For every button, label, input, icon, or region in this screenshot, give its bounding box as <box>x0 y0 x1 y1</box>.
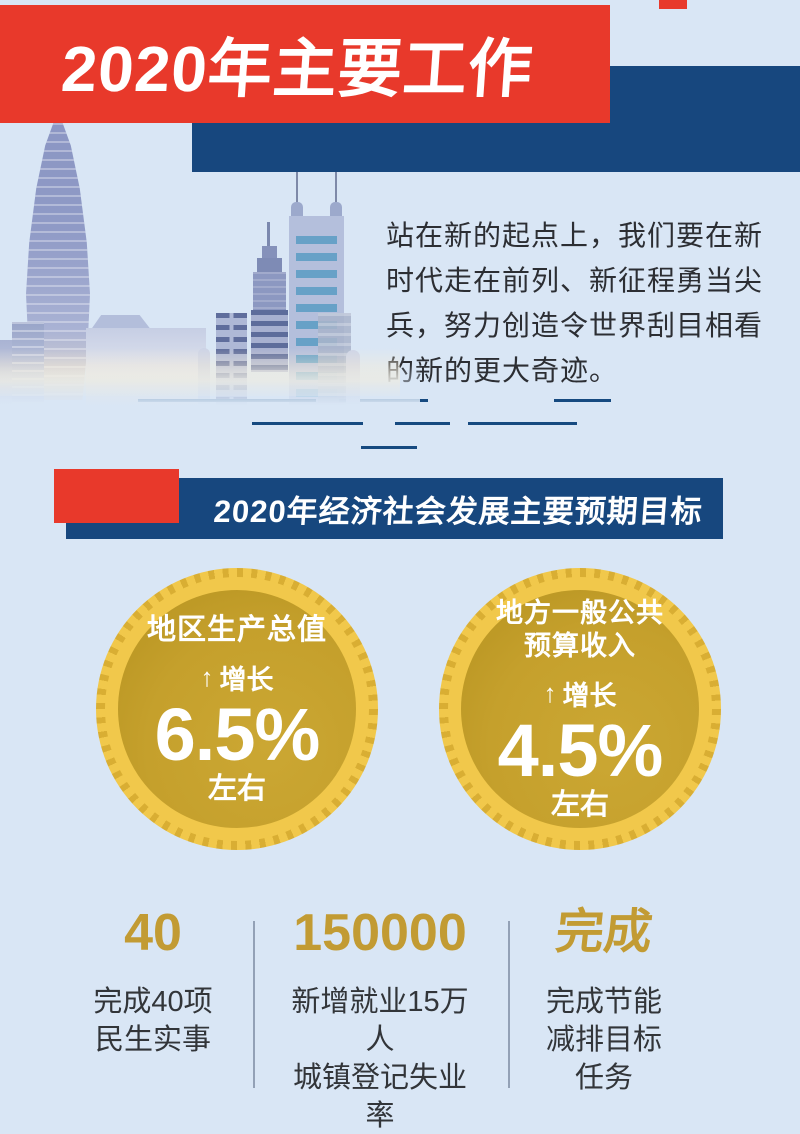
stat-lines: 完成40项 民生实事 <box>63 983 243 1059</box>
tower-cap <box>330 202 342 218</box>
section-title: 2020年经济社会发展主要预期目标 <box>212 494 704 529</box>
stat-lines: 新增就业15万人 城镇登记失业率 控制在3%以内 <box>279 983 481 1134</box>
coin-budget-revenue-target: 地方一般公共 预算收入 ↑ 增长 4.5% 左右 <box>439 568 721 850</box>
tower-cap <box>291 202 303 218</box>
coin-growth-row: ↑ 增长 <box>201 658 274 697</box>
stat-number: 40 <box>124 904 182 962</box>
water-line <box>252 422 363 425</box>
title-banner: 2020年主要工作 <box>0 5 610 123</box>
stat-number: 完成 <box>553 906 655 959</box>
building-roof-shape <box>90 315 152 331</box>
stat-lines: 完成节能 减排目标 任务 <box>514 983 694 1097</box>
coin-title: 预算收入 <box>524 631 636 661</box>
coin-value: 4.5% <box>497 709 664 792</box>
skyline-fade <box>0 365 420 410</box>
stat-divider <box>508 921 510 1088</box>
stat-livelihood-projects: 40 完成40项 民生实事 <box>63 905 243 1059</box>
water-line <box>468 422 577 425</box>
coin-qualifier: 左右 <box>207 773 266 805</box>
tower-upper-body <box>253 272 286 310</box>
intro-paragraph: 站在新的起点上，我们要在新 时代走在前列、新征程勇当尖 兵，努力创造令世界刮目相… <box>386 213 776 393</box>
coin-qualifier: 左右 <box>550 789 609 821</box>
coin-growth-row: ↑ 增长 <box>544 674 617 713</box>
page-title: 2020年主要工作 <box>59 33 536 105</box>
intro-line: 站在新的起点上，我们要在新 <box>386 220 764 251</box>
city-skyline-illustration <box>0 110 420 410</box>
coin-gdp-target: 地区生产总值 ↑ 增长 6.5% 左右 <box>96 568 378 850</box>
tower-crown-step <box>262 246 277 258</box>
red-accent-block <box>54 469 179 523</box>
stat-line: 任务 <box>574 1062 633 1094</box>
coin-face: 地方一般公共 预算收入 ↑ 增长 4.5% 左右 <box>461 590 699 828</box>
stat-line: 减排目标 <box>545 1024 662 1056</box>
water-line <box>361 446 417 449</box>
coin-title: 地方一般公共 <box>496 598 664 628</box>
red-square-decoration <box>659 0 687 9</box>
stat-line: 完成节能 <box>545 986 662 1018</box>
up-arrow-icon: ↑ <box>200 662 214 692</box>
stat-line: 新增就业15万人 <box>291 986 469 1056</box>
coin-face: 地区生产总值 ↑ 增长 6.5% 左右 <box>118 590 356 828</box>
water-line <box>395 422 450 425</box>
intro-line: 兵，努力创造令世界刮目相看 <box>386 310 764 341</box>
tower-crown-step <box>257 258 282 272</box>
growth-label: 增长 <box>219 665 274 695</box>
stat-divider <box>253 921 255 1088</box>
stat-line: 民生实事 <box>94 1024 211 1056</box>
intro-line: 的新的更大奇迹。 <box>386 355 619 386</box>
growth-label: 增长 <box>562 681 617 711</box>
water-line <box>554 399 611 402</box>
stat-line: 城镇登记失业率 <box>292 1062 467 1132</box>
coin-title: 地区生产总值 <box>146 614 327 646</box>
stat-energy-saving: 完成 完成节能 减排目标 任务 <box>514 905 694 1097</box>
stat-line: 完成40项 <box>93 986 213 1018</box>
stat-number: 150000 <box>293 904 467 962</box>
stat-employment: 150000 新增就业15万人 城镇登记失业率 控制在3%以内 <box>279 905 481 1134</box>
antenna-icon <box>335 172 337 204</box>
antenna-icon <box>296 172 298 204</box>
coin-value: 6.5% <box>154 693 321 776</box>
antenna-icon <box>267 222 270 248</box>
intro-line: 时代走在前列、新征程勇当尖 <box>386 265 764 296</box>
up-arrow-icon: ↑ <box>543 678 557 708</box>
